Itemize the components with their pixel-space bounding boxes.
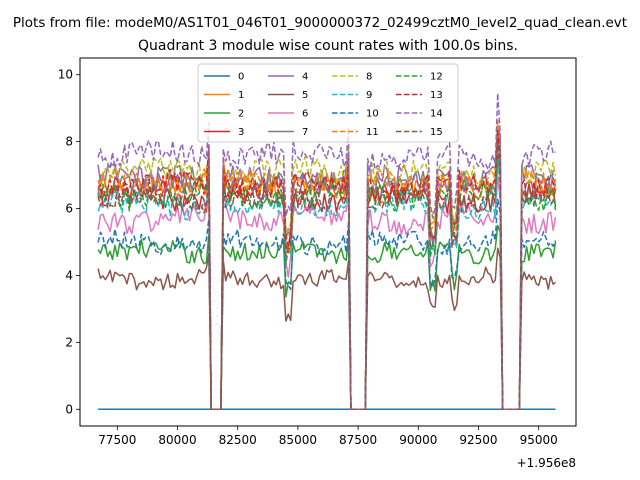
x-tick-label: 92500 [459,433,497,447]
series-line-8 [97,120,557,411]
legend-label-7: 7 [302,127,308,138]
x-tick-label: 77500 [98,433,136,447]
legend-label-1: 1 [238,90,244,101]
legend-label-6: 6 [302,109,308,120]
series-line-12 [97,137,557,411]
x-tick-label: 80000 [158,433,196,447]
series-line-13 [97,128,557,411]
series-line-10 [97,198,557,411]
y-tick-label: 2 [65,335,73,349]
y-tick-label: 8 [65,135,73,149]
legend-label-15: 15 [430,127,443,138]
series-line-14 [97,92,556,411]
x-tick-label: 90000 [399,433,437,447]
legend-label-9: 9 [366,90,372,101]
legend-label-0: 0 [238,72,244,83]
y-tick-label: 6 [65,202,73,216]
x-tick-label: 87500 [339,433,377,447]
legend-label-3: 3 [238,127,244,138]
y-tick-label: 4 [65,268,73,282]
y-tick-label: 0 [65,402,73,416]
legend-label-13: 13 [430,90,443,101]
x-tick-label: 82500 [219,433,257,447]
legend-label-11: 11 [366,127,379,138]
legend-label-8: 8 [366,72,372,83]
plot-frame [79,57,577,427]
legend-label-4: 4 [302,72,308,83]
y-tick-label: 10 [58,68,73,82]
y-axis: 0 2 4 6 8 10 [58,68,80,416]
x-axis: 77500 80000 82500 85000 87500 90000 92500 95000 [98,426,558,447]
legend-box [197,63,459,143]
series-line-5 [97,247,556,411]
legend-label-10: 10 [366,109,379,120]
series-layer [97,92,557,411]
chart-title: Quadrant 3 module wise count rates with … [138,38,518,54]
x-offset-label: +1.956e8 [517,456,576,470]
legend-label-14: 14 [430,109,443,120]
x-tick-label: 85000 [279,433,317,447]
legend-label-5: 5 [302,90,308,101]
figure-suptitle: Plots from file: modeM0/AS1T01_046T01_90… [13,15,627,31]
series-line-15 [97,144,557,411]
legend-label-2: 2 [238,109,244,120]
legend-label-12: 12 [430,72,443,83]
x-tick-label: 95000 [520,433,558,447]
